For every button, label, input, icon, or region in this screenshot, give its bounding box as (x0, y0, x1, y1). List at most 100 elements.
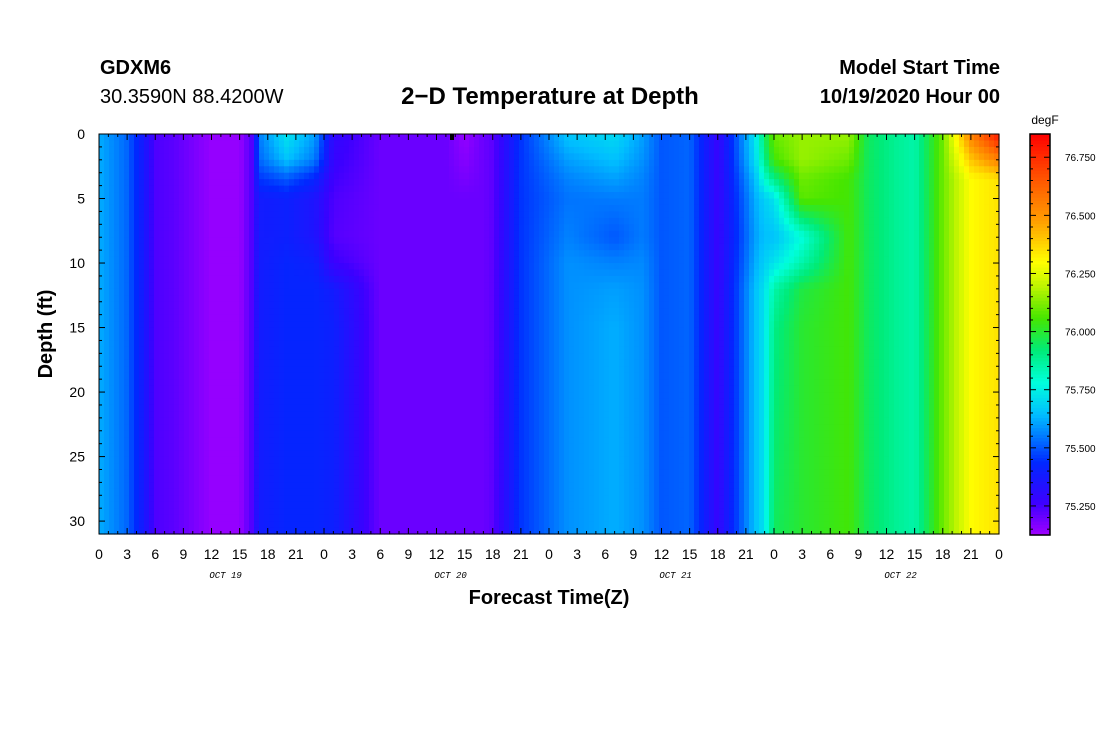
heatmap-cell (254, 295, 260, 303)
heatmap-cell (144, 450, 150, 458)
heatmap-cell (259, 269, 265, 277)
heatmap-cell (494, 159, 500, 167)
heatmap-cell (334, 192, 340, 200)
heatmap-cell (354, 411, 360, 419)
heatmap-cell (174, 437, 180, 445)
heatmap-cell (199, 153, 205, 161)
heatmap-cell (369, 211, 375, 219)
heatmap-cell (434, 263, 440, 271)
heatmap-cell (489, 198, 495, 206)
heatmap-cell (204, 237, 210, 245)
heatmap-cell (164, 463, 170, 471)
heatmap-cell (229, 514, 235, 522)
heatmap-cell (374, 411, 380, 419)
heatmap-cell (379, 243, 385, 251)
heatmap-cell (119, 430, 125, 438)
heatmap-cell (294, 437, 300, 445)
heatmap-cell (214, 282, 220, 290)
heatmap-cell (299, 430, 305, 438)
heatmap-cell (309, 211, 315, 219)
heatmap-cell (369, 217, 375, 225)
heatmap-cell (394, 301, 400, 309)
heatmap-cell (419, 237, 425, 245)
heatmap-cell (464, 256, 470, 264)
heatmap-cell (494, 327, 500, 335)
heatmap-cell (389, 488, 395, 496)
heatmap-cell (459, 514, 465, 522)
heatmap-cell (239, 469, 245, 477)
heatmap-cell (369, 475, 375, 483)
heatmap-cell (254, 134, 260, 142)
heatmap-cell (369, 430, 375, 438)
heatmap-cell (434, 256, 440, 264)
heatmap-cell (314, 179, 320, 187)
heatmap-cell (364, 224, 370, 232)
heatmap-cell (359, 346, 365, 354)
heatmap-cell (469, 340, 475, 348)
heatmap-cell (369, 398, 375, 406)
heatmap-cell (264, 385, 270, 393)
heatmap-cell (414, 146, 420, 154)
heatmap-cell (139, 211, 145, 219)
heatmap-cell (484, 237, 490, 245)
heatmap-cell (409, 527, 415, 535)
heatmap-cell (164, 192, 170, 200)
heatmap-cell (329, 353, 335, 361)
heatmap-cell (219, 146, 225, 154)
heatmap-cell (134, 140, 140, 148)
heatmap-cell (169, 237, 175, 245)
heatmap-cell (349, 508, 355, 516)
heatmap-cell (339, 295, 345, 303)
heatmap-cell (129, 275, 135, 283)
heatmap-cell (279, 411, 285, 419)
heatmap-cell (339, 508, 345, 516)
heatmap-cell (484, 372, 490, 380)
heatmap-cell (264, 482, 270, 490)
heatmap-cell (104, 424, 110, 432)
heatmap-cell (164, 314, 170, 322)
heatmap-cell (489, 192, 495, 200)
heatmap-cell (264, 192, 270, 200)
heatmap-cell (364, 217, 370, 225)
heatmap-cell (439, 243, 445, 251)
heatmap-cell (469, 475, 475, 483)
heatmap-cell (419, 198, 425, 206)
heatmap-cell (394, 230, 400, 238)
heatmap-cell (289, 366, 295, 374)
heatmap-cell (359, 179, 365, 187)
heatmap-cell (154, 198, 160, 206)
heatmap-cell (249, 211, 255, 219)
heatmap-cell (419, 372, 425, 380)
heatmap-cell (104, 134, 110, 142)
heatmap-cell (264, 372, 270, 380)
heatmap-cell (249, 172, 255, 180)
heatmap-cell (294, 385, 300, 393)
heatmap-cell (264, 134, 270, 142)
heatmap-cell (139, 140, 145, 148)
heatmap-cell (229, 508, 235, 516)
heatmap-cell (484, 321, 490, 329)
heatmap-cell (334, 185, 340, 193)
heatmap-cell (274, 179, 280, 187)
heatmap-cell (419, 353, 425, 361)
heatmap-cell (299, 437, 305, 445)
heatmap-cell (379, 411, 385, 419)
heatmap-cell (339, 385, 345, 393)
heatmap-cell (259, 237, 265, 245)
heatmap-cell (189, 282, 195, 290)
heatmap-cell (239, 134, 245, 142)
heatmap-cell (199, 482, 205, 490)
heatmap-cell (174, 153, 180, 161)
heatmap-cell (344, 514, 350, 522)
heatmap-cell (249, 192, 255, 200)
heatmap-cell (99, 237, 105, 245)
heatmap-cell (304, 488, 310, 496)
heatmap-cell (259, 288, 265, 296)
heatmap-cell (349, 224, 355, 232)
heatmap-cell (459, 372, 465, 380)
heatmap-cell (409, 166, 415, 174)
heatmap-cell (159, 237, 165, 245)
heatmap-cell (179, 404, 185, 413)
heatmap-cell (469, 295, 475, 303)
heatmap-cell (344, 146, 350, 154)
